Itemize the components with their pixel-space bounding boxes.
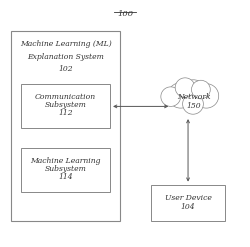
Text: User Device: User Device	[164, 194, 212, 203]
FancyBboxPatch shape	[11, 31, 120, 221]
Text: Subsystem: Subsystem	[45, 165, 86, 173]
Circle shape	[192, 80, 210, 99]
Text: Communication: Communication	[35, 93, 96, 101]
Circle shape	[161, 87, 180, 106]
Text: Subsystem: Subsystem	[45, 101, 86, 109]
Circle shape	[182, 80, 205, 102]
Text: Machine Learning: Machine Learning	[30, 157, 101, 165]
FancyBboxPatch shape	[21, 148, 110, 192]
Text: 100: 100	[117, 10, 133, 18]
Circle shape	[182, 94, 203, 114]
Text: 150: 150	[186, 102, 201, 110]
FancyBboxPatch shape	[21, 84, 110, 128]
Text: Network: Network	[177, 93, 210, 101]
Circle shape	[168, 83, 194, 108]
Circle shape	[175, 78, 195, 97]
Text: 102: 102	[58, 65, 73, 73]
FancyBboxPatch shape	[151, 185, 225, 221]
Text: Machine Learning (ML): Machine Learning (ML)	[20, 41, 112, 48]
Text: 104: 104	[181, 203, 195, 211]
Text: 112: 112	[58, 109, 73, 117]
Circle shape	[194, 84, 219, 108]
Text: Explanation System: Explanation System	[27, 53, 104, 61]
Text: 114: 114	[58, 173, 73, 181]
